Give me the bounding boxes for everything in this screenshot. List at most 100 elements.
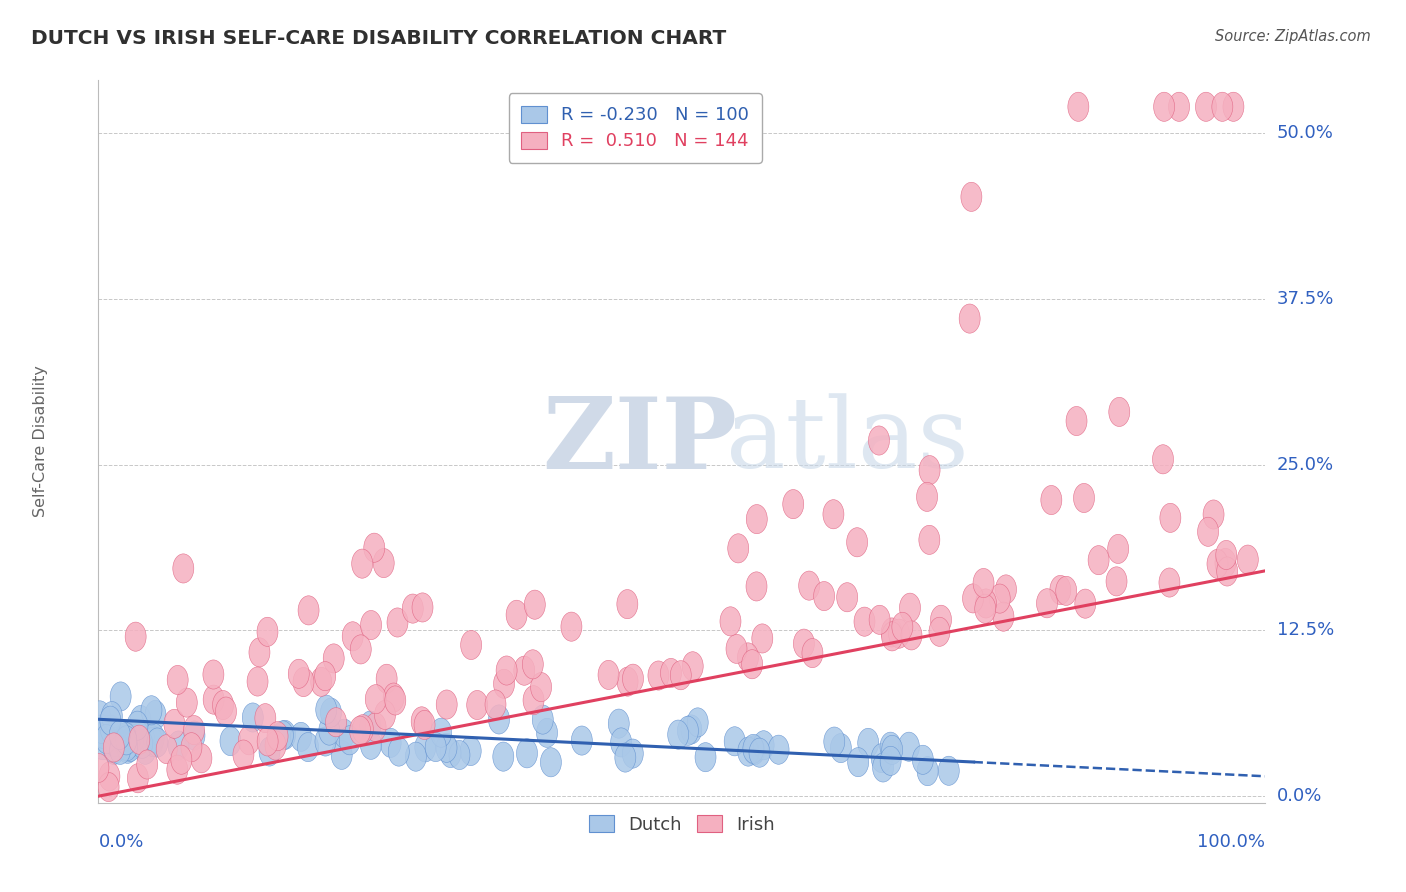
Ellipse shape: [202, 660, 224, 690]
Ellipse shape: [846, 528, 868, 557]
Ellipse shape: [1159, 568, 1180, 597]
Ellipse shape: [120, 732, 141, 762]
Ellipse shape: [142, 727, 163, 756]
Ellipse shape: [1108, 534, 1129, 564]
Ellipse shape: [292, 667, 314, 697]
Ellipse shape: [90, 701, 111, 730]
Ellipse shape: [219, 726, 240, 756]
Ellipse shape: [141, 725, 162, 755]
Ellipse shape: [617, 590, 638, 619]
Ellipse shape: [436, 733, 457, 763]
Ellipse shape: [274, 721, 295, 749]
Ellipse shape: [115, 726, 136, 755]
Ellipse shape: [882, 618, 903, 647]
Ellipse shape: [516, 739, 537, 768]
Ellipse shape: [249, 638, 270, 667]
Ellipse shape: [101, 701, 122, 731]
Ellipse shape: [172, 745, 191, 774]
Ellipse shape: [257, 617, 278, 647]
Ellipse shape: [366, 684, 387, 714]
Ellipse shape: [724, 727, 745, 756]
Ellipse shape: [752, 624, 773, 653]
Ellipse shape: [257, 727, 278, 756]
Ellipse shape: [1160, 503, 1181, 533]
Ellipse shape: [993, 602, 1014, 632]
Ellipse shape: [728, 533, 749, 563]
Ellipse shape: [900, 593, 921, 623]
Ellipse shape: [100, 714, 121, 744]
Ellipse shape: [315, 727, 336, 756]
Ellipse shape: [506, 600, 527, 630]
Ellipse shape: [100, 706, 121, 735]
Ellipse shape: [725, 634, 747, 664]
Ellipse shape: [496, 656, 517, 685]
Ellipse shape: [931, 605, 952, 634]
Ellipse shape: [145, 700, 166, 730]
Ellipse shape: [167, 665, 188, 695]
Text: 0.0%: 0.0%: [1277, 787, 1322, 805]
Ellipse shape: [104, 735, 125, 764]
Ellipse shape: [350, 716, 371, 746]
Ellipse shape: [91, 714, 112, 744]
Ellipse shape: [127, 711, 148, 740]
Ellipse shape: [973, 568, 994, 598]
Ellipse shape: [315, 662, 336, 690]
Ellipse shape: [1168, 92, 1189, 121]
Ellipse shape: [415, 733, 436, 762]
Ellipse shape: [513, 657, 534, 685]
Ellipse shape: [617, 667, 638, 696]
Ellipse shape: [273, 721, 294, 750]
Ellipse shape: [571, 726, 592, 756]
Ellipse shape: [110, 721, 131, 749]
Ellipse shape: [747, 505, 768, 533]
Ellipse shape: [1040, 485, 1062, 515]
Ellipse shape: [173, 554, 194, 583]
Ellipse shape: [316, 695, 336, 724]
Ellipse shape: [460, 737, 481, 765]
Ellipse shape: [1215, 549, 1236, 577]
Ellipse shape: [135, 735, 156, 764]
Ellipse shape: [889, 619, 910, 648]
Ellipse shape: [353, 714, 374, 744]
Ellipse shape: [413, 710, 434, 739]
Ellipse shape: [298, 732, 319, 762]
Ellipse shape: [488, 705, 509, 734]
Ellipse shape: [853, 607, 875, 636]
Ellipse shape: [110, 681, 131, 711]
Ellipse shape: [623, 739, 644, 768]
Ellipse shape: [873, 753, 894, 782]
Ellipse shape: [869, 426, 890, 455]
Ellipse shape: [1036, 589, 1057, 618]
Ellipse shape: [920, 525, 939, 555]
Ellipse shape: [239, 726, 260, 755]
Ellipse shape: [678, 716, 699, 746]
Ellipse shape: [741, 649, 762, 679]
Ellipse shape: [93, 719, 112, 748]
Text: 25.0%: 25.0%: [1277, 456, 1334, 474]
Ellipse shape: [837, 582, 858, 612]
Ellipse shape: [720, 607, 741, 636]
Ellipse shape: [96, 724, 117, 754]
Ellipse shape: [533, 705, 554, 734]
Ellipse shape: [98, 762, 120, 791]
Ellipse shape: [1056, 576, 1077, 606]
Text: 50.0%: 50.0%: [1277, 124, 1333, 143]
Ellipse shape: [467, 690, 488, 720]
Ellipse shape: [783, 490, 804, 519]
Ellipse shape: [259, 737, 280, 766]
Ellipse shape: [929, 617, 950, 647]
Ellipse shape: [1050, 575, 1071, 605]
Ellipse shape: [321, 698, 342, 727]
Ellipse shape: [323, 644, 344, 673]
Text: 0.0%: 0.0%: [98, 833, 143, 851]
Ellipse shape: [831, 733, 852, 763]
Ellipse shape: [412, 593, 433, 622]
Ellipse shape: [1066, 407, 1087, 435]
Ellipse shape: [882, 735, 903, 764]
Ellipse shape: [882, 622, 903, 651]
Ellipse shape: [377, 665, 396, 693]
Ellipse shape: [352, 549, 373, 578]
Ellipse shape: [388, 737, 409, 766]
Ellipse shape: [492, 742, 513, 772]
Ellipse shape: [132, 730, 153, 758]
